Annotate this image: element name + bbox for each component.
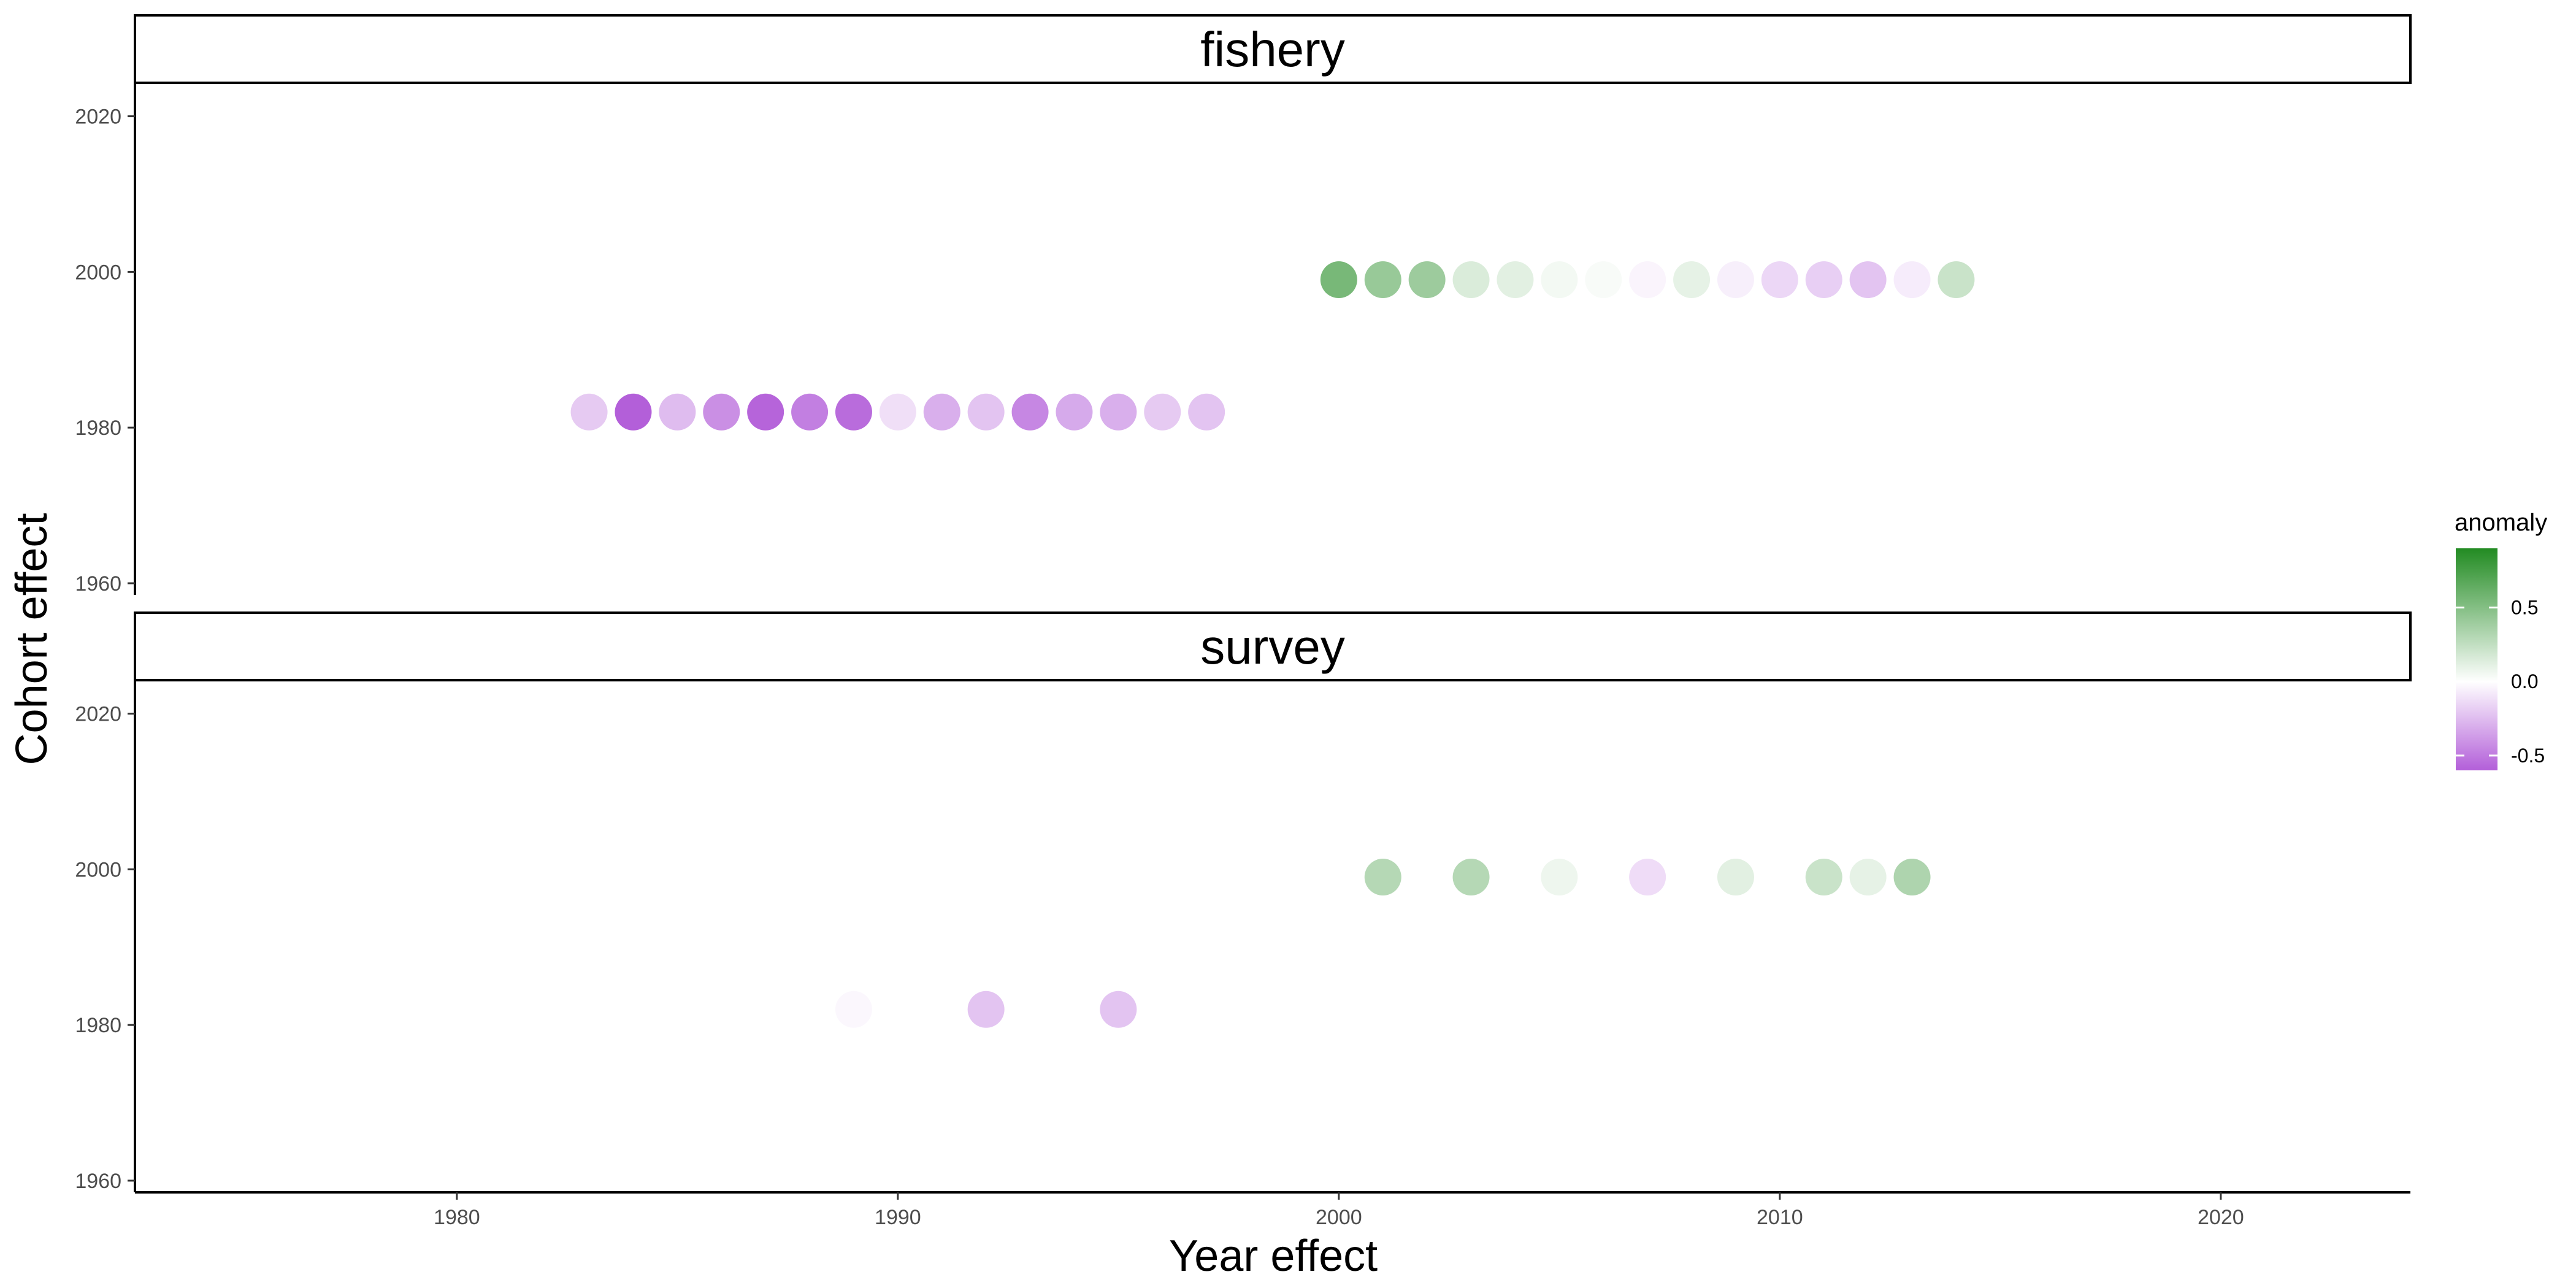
data-point xyxy=(1100,393,1137,431)
y-tick-label: 1960 xyxy=(75,1170,121,1193)
data-point xyxy=(835,991,872,1028)
y-tick-label: 2020 xyxy=(75,703,121,726)
data-point xyxy=(879,393,916,431)
y-tick-label: 2000 xyxy=(75,858,121,881)
x-tick-label: 2010 xyxy=(1757,1206,1803,1229)
data-point xyxy=(791,393,829,431)
y-tick-label: 1960 xyxy=(75,572,121,596)
strip-label-fishery: fishery xyxy=(1200,22,1345,77)
data-point xyxy=(1364,261,1401,299)
data-point xyxy=(1585,261,1622,299)
data-point xyxy=(615,393,652,431)
data-point xyxy=(967,393,1005,431)
y-tick-label: 2020 xyxy=(75,105,121,129)
data-point xyxy=(1893,859,1931,896)
data-point xyxy=(1364,859,1401,896)
data-point xyxy=(1805,859,1842,896)
strip-label-survey: survey xyxy=(1200,619,1345,674)
data-point xyxy=(1144,393,1181,431)
panel-fishery: fishery 1960 1980 2000 2020 xyxy=(75,14,2412,596)
data-point xyxy=(1717,859,1754,896)
panel-survey: survey 1960 1980 2000 2020 xyxy=(75,611,2412,1193)
x-axis: 1980 1990 2000 2010 2020 xyxy=(135,1191,2410,1229)
y-tick-label: 1980 xyxy=(75,1014,121,1037)
data-point xyxy=(659,393,696,431)
data-point xyxy=(1541,261,1578,299)
data-point xyxy=(570,393,608,431)
legend-colorbar xyxy=(2456,548,2497,770)
data-point xyxy=(1938,261,1975,299)
data-point xyxy=(747,393,784,431)
legend-tick-label: 0.5 xyxy=(2511,597,2538,619)
data-point xyxy=(1629,859,1666,896)
data-point xyxy=(1673,261,1711,299)
data-point xyxy=(1408,261,1446,299)
data-point xyxy=(1452,261,1490,299)
y-tick-label: 1980 xyxy=(75,416,121,440)
data-point xyxy=(703,393,740,431)
data-point xyxy=(1056,393,1093,431)
data-point xyxy=(1320,261,1357,299)
x-tick-label: 1990 xyxy=(875,1206,921,1229)
y-axis-title: Cohort effect xyxy=(7,513,56,765)
data-point xyxy=(1452,859,1490,896)
data-point xyxy=(1188,393,1225,431)
data-point xyxy=(1541,859,1578,896)
legend-tick-label: 0.0 xyxy=(2511,670,2538,692)
data-point xyxy=(1849,261,1887,299)
data-point xyxy=(1761,261,1798,299)
data-point xyxy=(967,991,1005,1028)
legend-ticks: 0.5 0.0 -0.5 xyxy=(2456,597,2545,767)
facet-panels: fishery 1960 1980 2000 2020 survey 1960 1980 200… xyxy=(75,14,2412,1193)
y-tick-label: 2000 xyxy=(75,261,121,284)
data-point xyxy=(923,393,960,431)
strip-fishery xyxy=(134,14,2412,84)
strip-survey xyxy=(134,611,2412,681)
data-point xyxy=(1629,261,1666,299)
data-point xyxy=(835,393,872,431)
color-legend: anomaly 0.5 0.0 -0.5 xyxy=(2455,509,2547,770)
x-tick-label: 1980 xyxy=(434,1206,480,1229)
legend-title: anomaly xyxy=(2455,509,2547,536)
data-point xyxy=(1717,261,1754,299)
data-point xyxy=(1849,859,1887,896)
x-tick-label: 2000 xyxy=(1316,1206,1362,1229)
data-point xyxy=(1011,393,1049,431)
x-tick-label: 2020 xyxy=(2198,1206,2244,1229)
x-axis-title: Year effect xyxy=(1169,1232,1378,1281)
data-point xyxy=(1497,261,1534,299)
data-point xyxy=(1805,261,1842,299)
data-point xyxy=(1100,991,1137,1028)
legend-tick-label: -0.5 xyxy=(2511,745,2545,767)
data-point xyxy=(1893,261,1931,299)
